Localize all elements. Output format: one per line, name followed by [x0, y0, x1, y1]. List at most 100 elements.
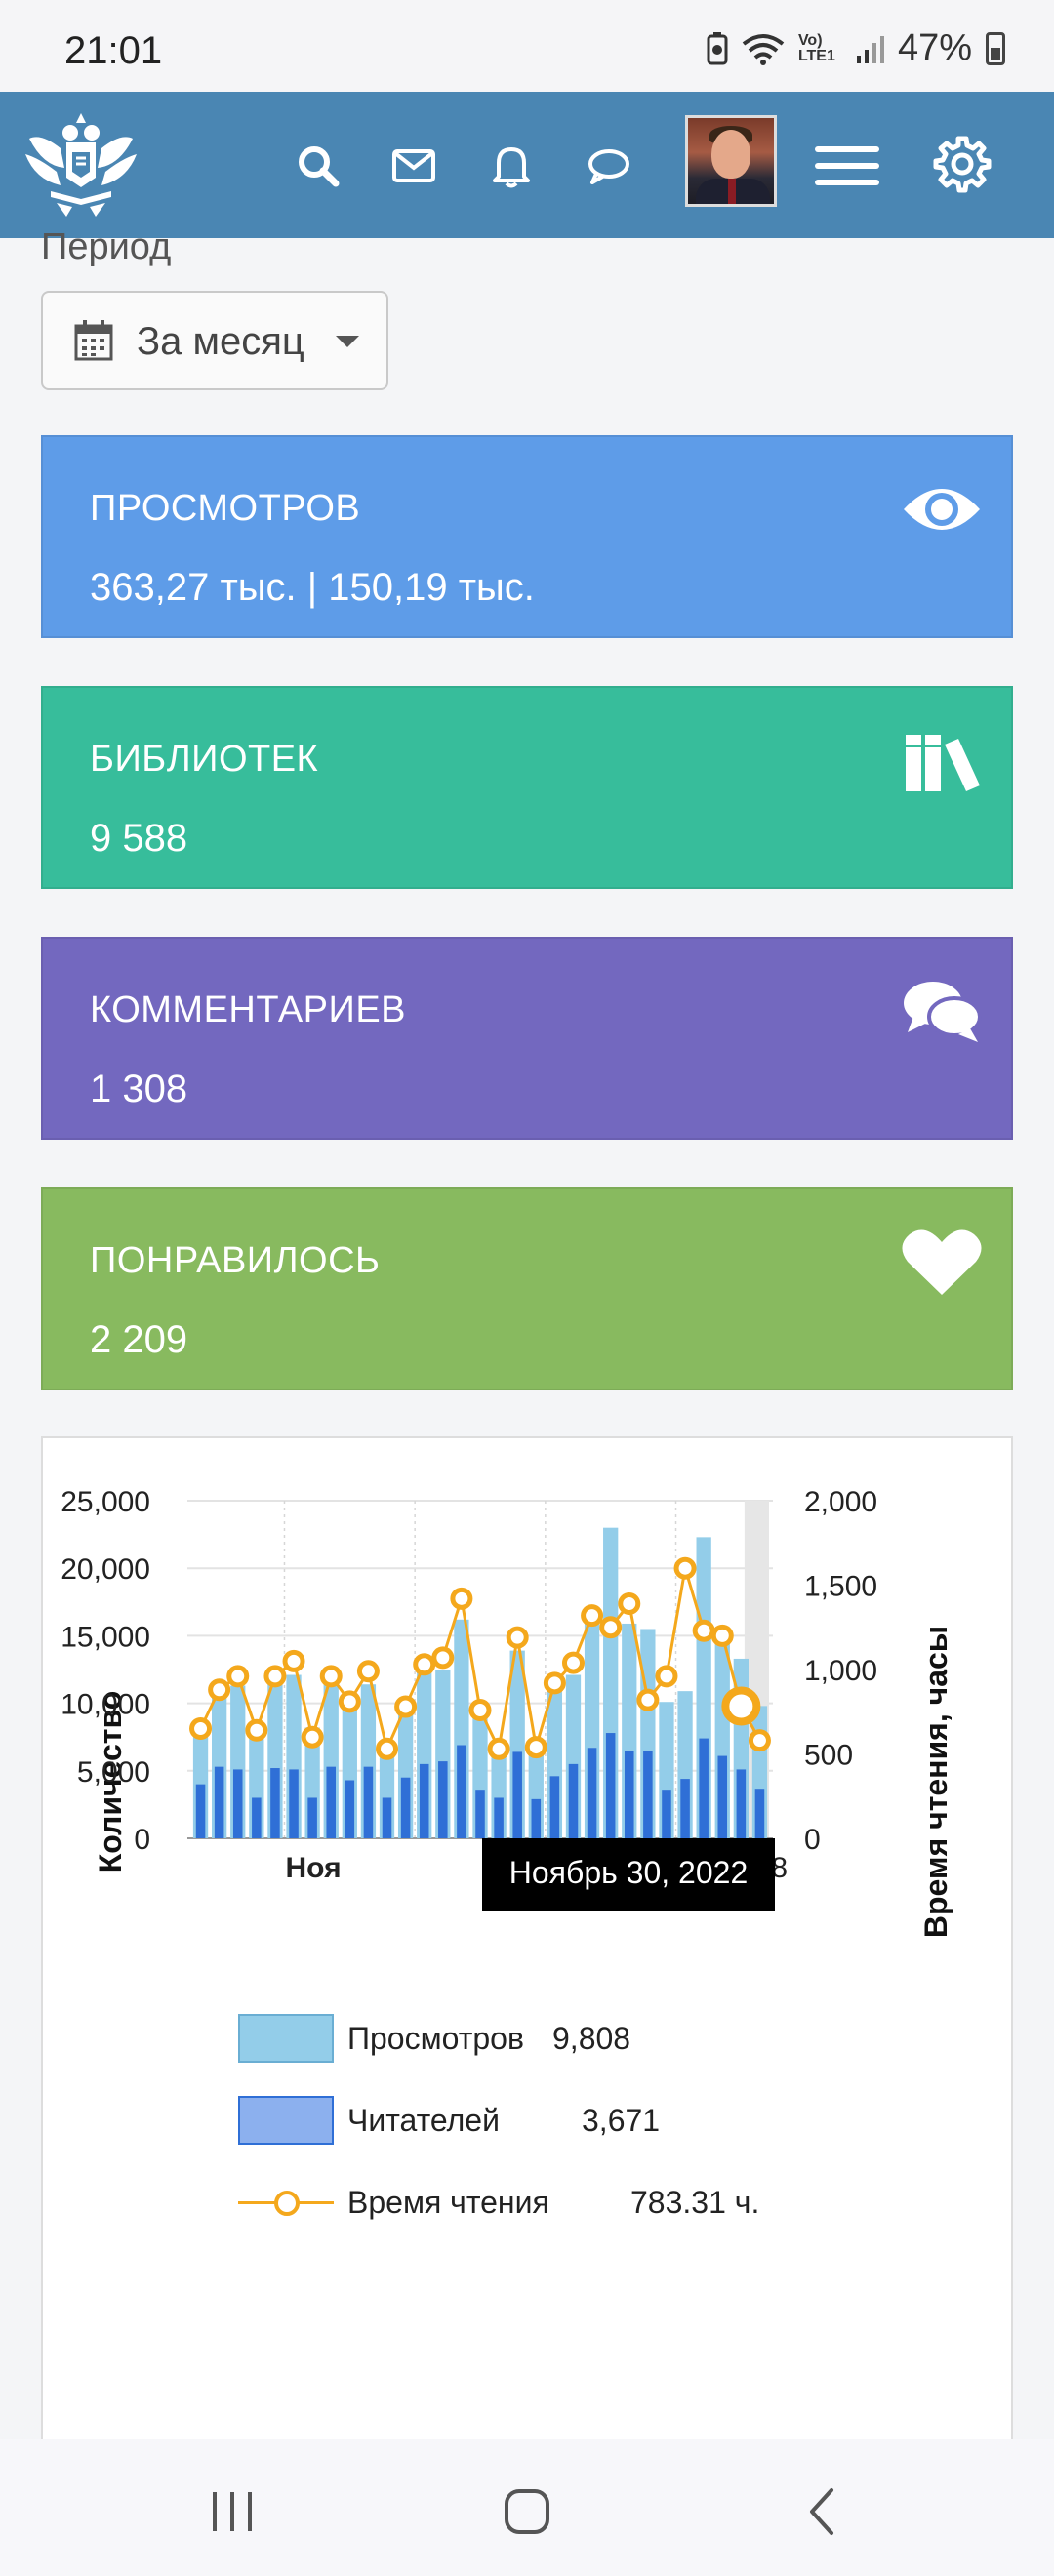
chevron-down-icon	[336, 336, 359, 347]
comments-icon	[904, 982, 982, 1042]
battery-level: 47%	[897, 27, 972, 68]
period-label: Период	[41, 226, 172, 267]
legend-item-reading-time[interactable]: Время чтения 783.31 ч.	[238, 2178, 759, 2227]
settings-button[interactable]	[933, 135, 992, 193]
bar-readers	[457, 1745, 466, 1838]
heart-icon	[902, 1229, 982, 1295]
bar-readers	[662, 1790, 671, 1838]
point-reading-time	[356, 1660, 380, 1683]
bar-readers	[754, 1789, 765, 1838]
y-tick-label: 15,000	[61, 1621, 150, 1653]
point-reading-time	[748, 1729, 771, 1752]
point-reading-time	[376, 1737, 399, 1760]
chat-button[interactable]	[582, 139, 636, 193]
comments-card[interactable]: КОММЕНТАРИЕВ 1 308	[41, 937, 1013, 1140]
books-icon	[906, 735, 980, 791]
point-reading-time	[618, 1592, 641, 1616]
y2-tick-label: 0	[804, 1824, 821, 1856]
comments-value: 1 308	[90, 1067, 188, 1110]
point-reading-time	[413, 1653, 436, 1676]
legend-value: 783.31 ч.	[630, 2184, 760, 2220]
point-reading-time	[673, 1556, 697, 1580]
mail-icon	[392, 149, 435, 182]
tooltip-text: Ноябрь 30, 2022	[509, 1855, 748, 1890]
bar-readers	[345, 1780, 355, 1838]
menu-button[interactable]	[810, 139, 884, 193]
bar-readers	[252, 1797, 262, 1838]
x-tick-label: Ноя	[285, 1852, 341, 1884]
point-reading-time	[721, 1686, 761, 1726]
bar-readers	[195, 1784, 206, 1838]
legend-swatch-reading-time	[238, 2178, 334, 2227]
point-reading-time	[189, 1717, 213, 1741]
period-dropdown[interactable]: За месяц	[41, 291, 388, 390]
menu-icon	[815, 146, 879, 185]
views-title: ПРОСМОТРОВ	[90, 488, 361, 529]
point-reading-time	[524, 1736, 547, 1759]
point-reading-time	[338, 1690, 361, 1713]
legend-value: 9,808	[552, 2020, 631, 2056]
system-nav-bar	[0, 2439, 1054, 2576]
top-navbar	[0, 92, 1054, 238]
bar-readers	[289, 1769, 299, 1838]
notifications-button[interactable]	[484, 139, 539, 193]
likes-card[interactable]: ПОНРАВИЛОСЬ 2 209	[41, 1187, 1013, 1390]
y-tick-label: 0	[134, 1824, 150, 1856]
stats-chart-panel: Количество Время чтения, часы 0 5,000 10,0…	[41, 1436, 1013, 2441]
point-reading-time	[561, 1651, 585, 1674]
legend-item-readers[interactable]: Читателей 3,671	[238, 2096, 660, 2145]
home-icon[interactable]	[498, 2482, 556, 2541]
calendar-icon	[74, 320, 113, 361]
legend-label: Время чтения	[347, 2184, 549, 2220]
legend-label: Читателей	[347, 2102, 500, 2138]
point-reading-time	[692, 1619, 715, 1642]
views-card[interactable]: ПРОСМОТРОВ 363,27 тыс. | 150,19 тыс.	[41, 435, 1013, 638]
libraries-value: 9 588	[90, 817, 188, 860]
legend-value: 3,671	[582, 2102, 661, 2138]
likes-value: 2 209	[90, 1318, 188, 1361]
back-icon[interactable]	[794, 2482, 853, 2541]
signal-icon	[856, 35, 884, 63]
libraries-card[interactable]: БИБЛИОТЕК 9 588	[41, 686, 1013, 889]
point-reading-time	[226, 1665, 250, 1688]
avatar[interactable]	[685, 115, 777, 207]
point-reading-time	[208, 1678, 231, 1702]
views-value: 363,27 тыс. | 150,19 тыс.	[90, 566, 535, 609]
y2-axis-title: Время чтения, часы	[918, 1626, 953, 1938]
bar-readers	[326, 1766, 336, 1838]
status-icons: Vo) LTE1 47%	[707, 27, 1005, 69]
bar-readers	[214, 1766, 224, 1838]
point-reading-time	[487, 1737, 510, 1760]
messages-button[interactable]	[386, 139, 441, 193]
y-tick-label: 10,000	[61, 1689, 150, 1721]
network-label: Vo) LTE1	[797, 31, 835, 64]
point-reading-time	[599, 1616, 623, 1639]
status-bar: 21:01 Vo) LTE1 47%	[0, 0, 1054, 92]
bar-readers	[736, 1769, 747, 1838]
bar-readers	[512, 1751, 522, 1838]
bar-readers	[605, 1733, 616, 1838]
bar-readers	[475, 1790, 485, 1838]
chat-icon	[588, 149, 629, 184]
legend-swatch-readers	[238, 2096, 334, 2145]
recent-apps-icon[interactable]	[203, 2482, 262, 2541]
logo[interactable]	[21, 109, 141, 221]
period-value: За месяц	[137, 320, 304, 363]
y-axis-title: Количество	[93, 1691, 128, 1873]
bar-readers	[400, 1777, 411, 1838]
bar-readers	[643, 1751, 653, 1838]
stats-chart[interactable]: Количество Время чтения, часы 0 5,000 10,0…	[43, 1438, 1011, 2121]
bar-readers	[419, 1763, 429, 1838]
point-reading-time	[301, 1725, 324, 1749]
point-reading-time	[636, 1688, 660, 1711]
legend-item-views[interactable]: Просмотров 9,808	[238, 2014, 630, 2063]
point-reading-time	[710, 1624, 734, 1647]
bar-readers	[382, 1797, 392, 1838]
wifi-icon	[742, 33, 785, 65]
point-reading-time	[468, 1699, 492, 1722]
bar-readers	[625, 1751, 634, 1838]
bar-readers	[531, 1798, 542, 1838]
y-tick-label: 25,000	[61, 1486, 150, 1518]
search-button[interactable]	[291, 139, 345, 193]
y-tick-label: 20,000	[61, 1553, 150, 1586]
